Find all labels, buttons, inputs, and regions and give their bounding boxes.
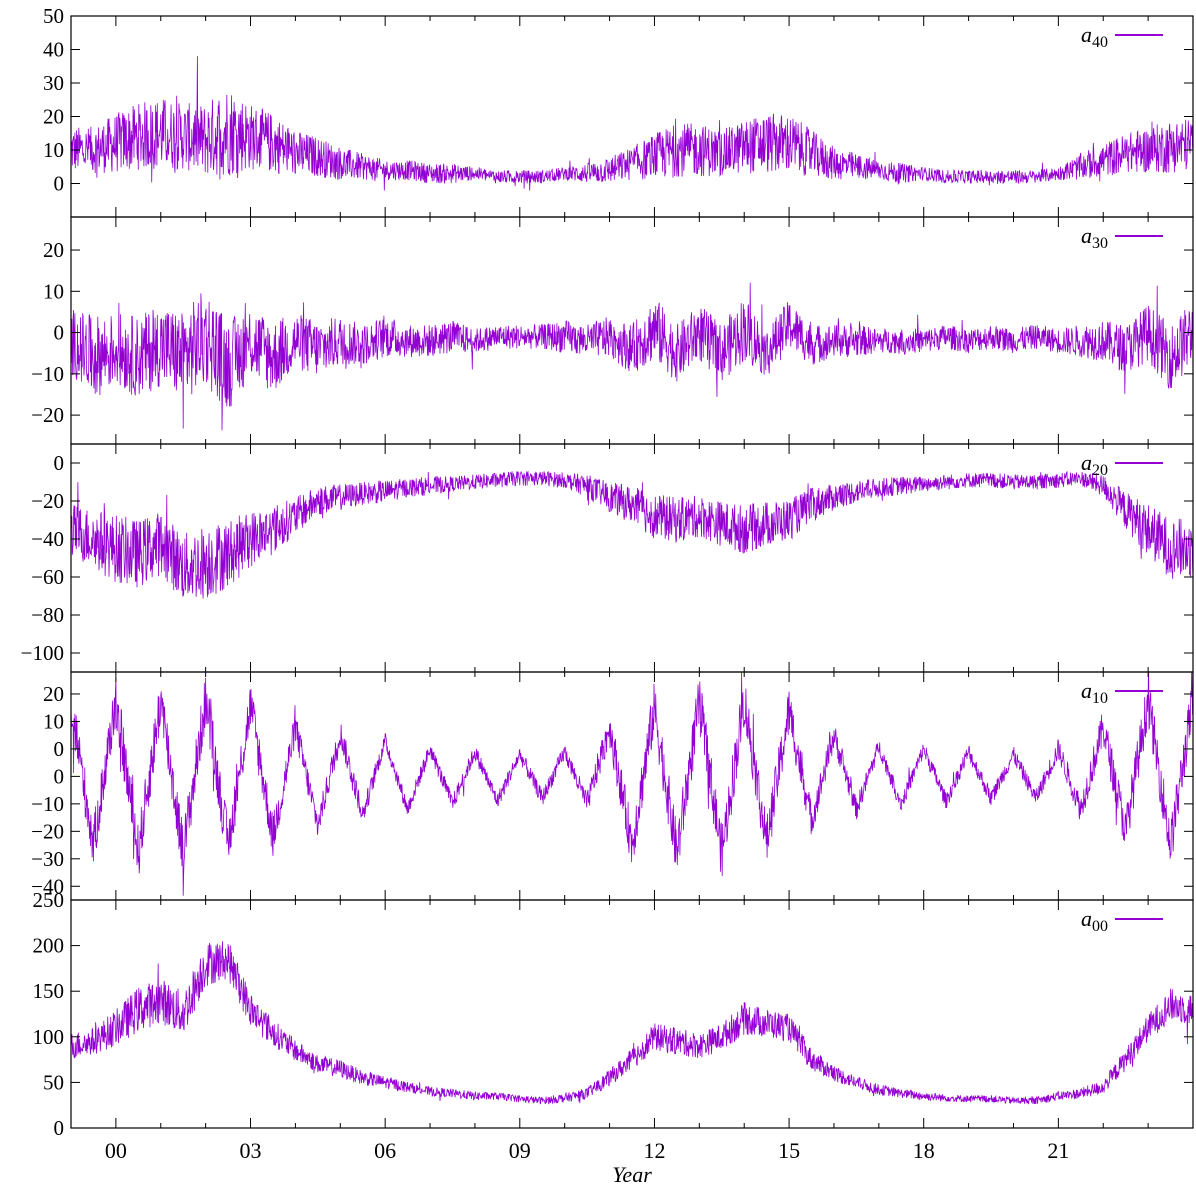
panel-a20-ytick-label: 0: [54, 451, 65, 475]
panel-a00-ytick-label: 0: [54, 1116, 65, 1140]
panel-a00-ytick-label: 100: [33, 1025, 65, 1049]
x-tick-label: 15: [778, 1138, 800, 1163]
panel-a10-ytick-label: −30: [31, 847, 64, 871]
panel-a40-series-line: [71, 56, 1193, 191]
panel-a20-ytick-label: −60: [31, 565, 64, 589]
panel-a40-ytick-label: 10: [43, 138, 64, 162]
x-tick-label: 03: [240, 1138, 262, 1163]
panel-a10-ytick-label: −20: [31, 819, 64, 843]
panel-a40-legend-label: a40: [1081, 22, 1108, 51]
panel-a10-ytick-label: 20: [43, 682, 64, 706]
panel-a20-series-line: [71, 470, 1193, 599]
panel-a10-series-line: [71, 672, 1193, 896]
panel-a10-legend-label: a10: [1081, 678, 1108, 707]
panel-a40-ytick-label: 20: [43, 105, 64, 129]
panel-a30-legend-label: a30: [1081, 223, 1108, 252]
panel-a00-ytick-label: 250: [33, 888, 65, 912]
panel-a40-ytick-label: 40: [43, 38, 64, 62]
panel-a30-series-line: [71, 282, 1193, 431]
panel-a40-ytick-label: 30: [43, 71, 64, 95]
panel-a10-frame: [70, 671, 1194, 901]
x-axis-label: Year: [612, 1162, 652, 1187]
panel-a20-ytick-label: −100: [21, 641, 64, 665]
x-tick-label: 06: [374, 1138, 396, 1163]
panel-a00-frame: [70, 899, 1194, 1129]
panel-a30-ytick-label: 0: [54, 321, 65, 345]
panel-a00-legend-label: a00: [1081, 906, 1108, 935]
panel-a30-ytick-label: 10: [43, 279, 64, 303]
panel-a10-ytick-label: −10: [31, 792, 64, 816]
panel-a30-ytick-label: −20: [31, 403, 64, 427]
panel-a20-ytick-label: −20: [31, 489, 64, 513]
x-tick-label: 21: [1047, 1138, 1069, 1163]
x-tick-label: 18: [913, 1138, 935, 1163]
panel-a20-ytick-label: −80: [31, 603, 64, 627]
panel-a40-ytick-label: 50: [43, 4, 64, 28]
panel-a10-ytick-label: 0: [54, 737, 65, 761]
panel-a00-ytick-label: 50: [43, 1070, 64, 1094]
panel-a40-ytick-label: 0: [54, 172, 65, 196]
panel-a30-ytick-label: −10: [31, 362, 64, 386]
x-tick-label: 12: [643, 1138, 665, 1163]
panel-a10-ytick-label: 0: [54, 764, 65, 788]
panel-a30-ytick-label: 20: [43, 238, 64, 262]
panel-a00-series-line: [71, 941, 1193, 1105]
panel-a10-ytick-label: 10: [43, 709, 64, 733]
panel-a30-frame: [70, 216, 1194, 445]
panel-a10-ytick-label: −40: [31, 874, 64, 898]
x-tick-label: 00: [105, 1138, 127, 1163]
x-tick-label: 09: [509, 1138, 531, 1163]
panel-a20-legend-label: a20: [1081, 450, 1108, 479]
panel-a00-ytick-label: 150: [33, 979, 65, 1003]
panel-a00-ytick-label: 200: [33, 934, 65, 958]
panel-a20-ytick-label: −40: [31, 527, 64, 551]
